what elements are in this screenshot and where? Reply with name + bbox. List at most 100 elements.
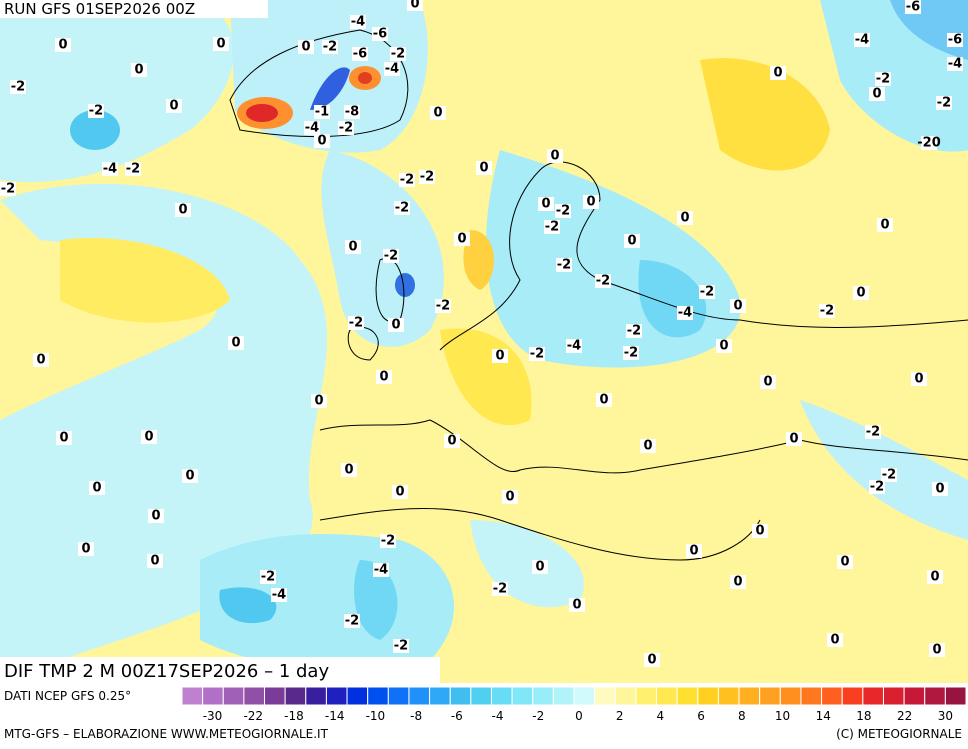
label-bg (786, 432, 802, 446)
label-bg (492, 582, 508, 596)
contour-label: -2 (545, 220, 559, 235)
contour-label: 0 (317, 134, 326, 149)
colorbar-box (717, 686, 740, 706)
contour-label: 0 (301, 40, 310, 55)
label-bg (345, 240, 361, 254)
contour-label: 0 (457, 232, 466, 247)
contour-label: 0 (840, 555, 849, 570)
label-bg (383, 249, 399, 263)
contour-label: 0 (643, 439, 652, 454)
label-bg (555, 204, 571, 218)
contour-label: 0 (930, 570, 939, 585)
label-bg (304, 121, 320, 135)
colorbar-tick-label: -10 (366, 709, 386, 723)
contour-label: -2 (339, 121, 353, 136)
contour-label: 0 (505, 490, 514, 505)
colorbar-box (614, 686, 637, 706)
contour-label: 0 (185, 469, 194, 484)
label-bg (865, 425, 881, 439)
label-bg (677, 211, 693, 225)
contour-label: -2 (126, 162, 140, 177)
contour-label: 0 (169, 99, 178, 114)
label-bg (927, 570, 943, 584)
label-bg (348, 316, 364, 330)
contour-label: -4 (305, 121, 319, 136)
colorbar: -30 -22 -18 -14 -10 -8 -6 -4 -2 0 2 4 6 8 10 14 18 22 30 (181, 686, 967, 723)
contour-label: 0 (231, 336, 240, 351)
contour-label: 0 (81, 542, 90, 557)
colorbar-box (738, 686, 761, 706)
contour-label: 0 (932, 643, 941, 658)
label-bg (10, 80, 26, 94)
label-bg (819, 304, 835, 318)
label-bg (569, 598, 585, 612)
contour-label: -2 (700, 285, 714, 300)
label-bg (141, 430, 157, 444)
colorbar-tick-label: 22 (897, 709, 912, 723)
label-bg (544, 220, 560, 234)
contour-label: 0 (433, 106, 442, 121)
colorbar-box (821, 686, 843, 706)
colorbar-box (264, 686, 286, 706)
label-bg (298, 40, 314, 54)
label-bg (911, 372, 927, 386)
contour-label: 0 (59, 431, 68, 446)
contour-label: -2 (345, 614, 359, 629)
colorbar-tick-label: 8 (738, 709, 746, 723)
contour-label: 0 (586, 195, 595, 210)
label-bg (730, 299, 746, 313)
coastlines (229, 29, 968, 561)
colorbar-box (676, 686, 699, 706)
contour-label: -2 (556, 204, 570, 219)
label-bg (827, 633, 843, 647)
contour-label: -2 (596, 274, 610, 289)
label-bg (228, 336, 244, 350)
contour-label: -4 (678, 306, 692, 321)
contour-label: 0 (541, 197, 550, 212)
label-bg (350, 15, 366, 29)
colorbar-box (305, 686, 327, 706)
contour-label: -2 (937, 96, 951, 111)
label-bg (338, 121, 354, 135)
label-bg (125, 162, 141, 176)
contour-label: -4 (855, 33, 869, 48)
label-bg (875, 72, 891, 86)
contour-label: -2 (1, 182, 15, 197)
label-bg (341, 463, 357, 477)
label-bg (102, 162, 118, 176)
contour-label: 0 (36, 353, 45, 368)
contour-label: -6 (906, 0, 920, 15)
contour-label: 0 (216, 37, 225, 52)
colorbar-box (862, 686, 884, 706)
contour-label: -2 (530, 347, 544, 362)
colorbar-tick-label: 2 (616, 709, 624, 723)
contour-label: -2 (384, 249, 398, 264)
label-bg (148, 509, 164, 523)
contour-label: 0 (763, 375, 772, 390)
contour-label: -6 (373, 27, 387, 42)
label-bg (373, 563, 389, 577)
label-bg (929, 643, 945, 657)
colorbar-box (697, 686, 719, 706)
contour-label: 0 (627, 234, 636, 249)
label-bg (595, 274, 611, 288)
label-bg (419, 170, 435, 184)
copyright: (C) METEOGIORNALE (836, 727, 962, 741)
contour-label: 0 (550, 149, 559, 164)
colorbar-box (903, 686, 926, 706)
label-bg (392, 485, 408, 499)
contour-label: -1 (315, 105, 329, 120)
label-bg (686, 544, 702, 558)
contour-label: -4 (272, 588, 286, 603)
label-bg (583, 195, 599, 209)
contour-label: -4 (374, 563, 388, 578)
label-bg (596, 393, 612, 407)
colorbar-tick-label: 0 (575, 709, 583, 723)
label-bg (344, 614, 360, 628)
colorbar-box (222, 686, 245, 706)
contour-label: 0 (719, 339, 728, 354)
credit: MTG-GFS – ELABORAZIONE WWW.METEOGIORNALE… (4, 727, 329, 741)
anomaly-fields (0, 0, 968, 680)
label-bg (454, 232, 470, 246)
